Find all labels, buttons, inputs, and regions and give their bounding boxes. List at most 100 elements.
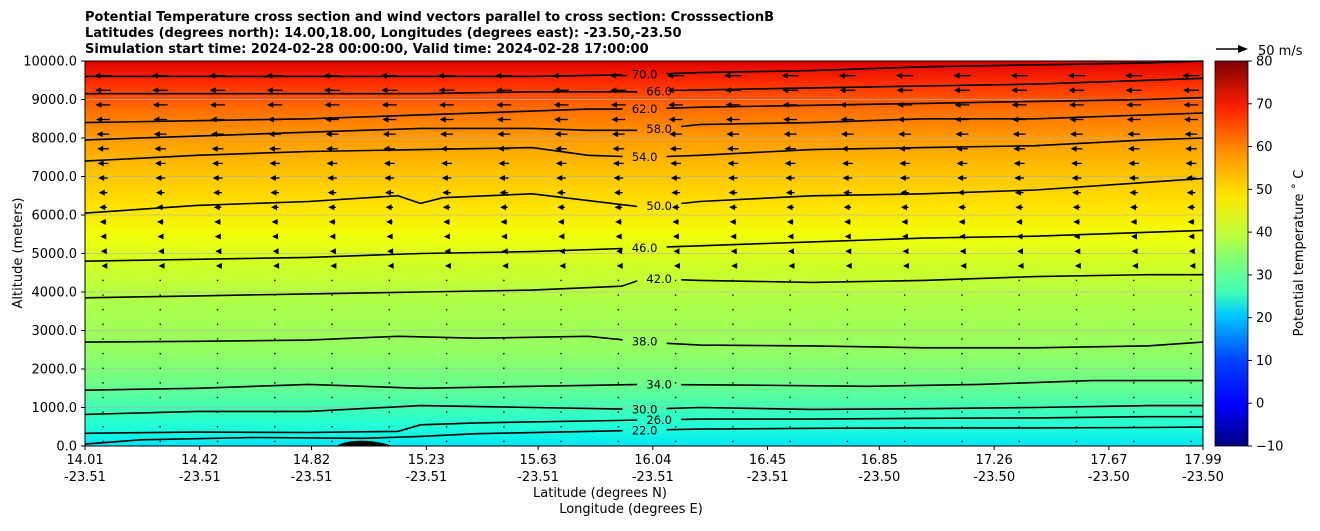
contour-label: 34.0 [646,377,672,391]
wind-vector [327,175,337,182]
wind-vector [444,262,451,269]
wind-vector [1129,204,1138,211]
wind-vector [958,218,966,225]
wind-vector-head [502,262,509,269]
wind-vector-head [496,116,503,123]
wind-vector [216,426,219,428]
contour-line: 62.0 [84,96,1204,124]
wind-vector-head [670,160,677,167]
contour-line: 30.0 [84,402,1203,416]
wind-vector [674,338,677,340]
wind-vector [846,426,849,428]
wind-vector-head [215,262,222,269]
wind-vector-head [1183,101,1190,108]
wind-vector [785,189,795,196]
wind-vector [732,382,734,384]
wind-vector [272,233,279,240]
x-tick-label-lon: -23.50 [973,470,1015,485]
wind-vector [958,204,966,211]
wind-vector [668,101,684,108]
wind-vector [216,338,219,340]
wind-vector [503,411,505,413]
wind-vector [388,294,391,296]
wind-vector [215,248,222,255]
contour-line: 46.0 [84,229,1204,262]
contour-segment [84,127,638,141]
contour-line: 50.0 [84,177,1204,214]
wind-vector [159,352,161,355]
x-tick-label-lat: 17.26 [976,453,1013,468]
wind-vector-head [155,189,162,196]
wind-vector-head [730,248,737,255]
wind-vector [1075,440,1078,443]
wind-vector [784,160,796,167]
wind-vector [1183,101,1199,108]
wind-vector [274,323,276,326]
x-tick-label-lat: 14.01 [66,453,103,468]
wind-vector [614,189,623,196]
wind-vector [100,248,107,255]
wind-vector [554,116,569,123]
wind-vector-head [956,160,963,167]
wind-vector [961,440,963,443]
wind-vector [903,338,906,340]
y-tick-label: 7000.0 [32,170,78,185]
wind-vector [159,338,161,340]
wind-vector [99,204,107,211]
wind-vector-head [554,116,561,123]
contour-segment [84,335,623,343]
wind-vector [1133,294,1135,296]
wind-vector [1074,262,1081,269]
wind-vector-head [441,160,448,167]
wind-vector-head [214,218,221,225]
wind-vector-head [729,204,736,211]
wind-vector [385,204,394,211]
wind-vector-head [272,233,279,240]
wind-vector [903,411,906,413]
wind-reference-arrowhead-icon [1238,45,1248,53]
wind-vector-head [785,189,792,196]
wind-vector [214,233,221,240]
wind-vector-head [97,145,104,152]
wind-vector [617,367,620,369]
wind-vector-head [1068,87,1075,94]
colorbar-tick-label: 50 [1256,183,1273,198]
wind-vector [732,352,734,355]
wind-vector [786,204,794,211]
contour-segment [84,419,638,435]
wind-vector-head [899,175,906,182]
wind-vector-head [501,233,508,240]
wind-vector [789,352,791,355]
x-tick-label-lat: 16.85 [861,453,898,468]
wind-vector [903,323,906,326]
wind-vector [1185,145,1197,152]
wind-vector-head [443,218,450,225]
wind-vector [326,160,338,167]
wind-vector-head [960,262,967,269]
wind-vector [445,294,448,296]
wind-vector-head [902,248,909,255]
wind-vector-head [901,218,908,225]
colorbar-tick-label: 0 [1256,397,1264,412]
wind-vector [781,72,799,79]
x-tick-label-lon: -23.50 [858,470,900,485]
wind-vector [1070,145,1083,152]
wind-vector-head [329,248,336,255]
wind-vector [98,175,108,182]
wind-vector [274,279,276,282]
wind-vector-head [210,101,217,108]
contour-line: 66.0 [85,77,1204,98]
wind-vector-head [787,233,794,240]
wind-vector [902,248,909,255]
contour-line: 42.0 [84,272,1203,299]
wind-vector [274,426,276,428]
colorbar-tick-label: 70 [1256,97,1273,112]
wind-vector [388,323,391,326]
wind-vector-head [1129,189,1136,196]
wind-vector [159,323,161,326]
wind-vector [1075,323,1078,326]
wind-vector [216,396,219,399]
wind-vector [1018,411,1020,413]
wind-vector [961,396,963,399]
wind-vector [331,426,333,428]
